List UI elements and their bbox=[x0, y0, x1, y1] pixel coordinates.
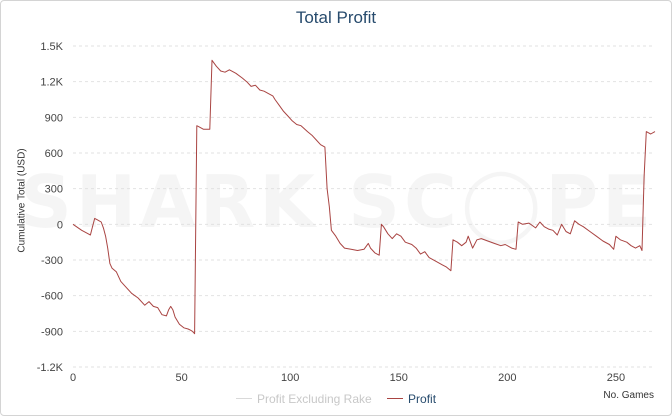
x-tick-label-4: 200 bbox=[498, 372, 516, 384]
x-tick-labels: 0 50 100 150 200 250 bbox=[70, 372, 625, 384]
y-tick-label-8: -900 bbox=[41, 326, 63, 338]
x-tick-label-3: 150 bbox=[390, 372, 408, 384]
y-tick-label-5: 0 bbox=[57, 219, 63, 231]
y-tick-label-2: 900 bbox=[45, 112, 63, 124]
grid-lines bbox=[73, 45, 655, 368]
y-tick-label-0: 1.5K bbox=[40, 41, 63, 53]
y-tick-label-6: -300 bbox=[41, 255, 63, 267]
y-tick-label-3: 600 bbox=[45, 148, 63, 160]
series-lines bbox=[72, 59, 656, 335]
x-tick-label-1: 50 bbox=[175, 372, 187, 384]
legend: Profit Excluding Rake Profit bbox=[0, 388, 672, 406]
x-tick-label-0: 0 bbox=[70, 372, 76, 384]
legend-label-profit-excluding-rake: Profit Excluding Rake bbox=[256, 391, 372, 406]
y-tick-label-7: -600 bbox=[41, 291, 63, 303]
sharkscope-watermark: SHARK SC◯PE bbox=[20, 160, 655, 244]
y-tick-label-4: 300 bbox=[45, 184, 63, 196]
x-tick-label-2: 100 bbox=[281, 372, 299, 384]
legend-label-profit: Profit bbox=[408, 391, 437, 406]
legend-swatch-profit bbox=[387, 398, 404, 399]
series-line-profit[interactable] bbox=[72, 59, 656, 335]
legend-item-profit[interactable]: Profit bbox=[387, 392, 436, 406]
x-axis-label: No. Games bbox=[603, 390, 654, 401]
legend-swatch-profit-excluding-rake bbox=[235, 398, 252, 399]
y-tick-label-9: -1.2K bbox=[37, 362, 64, 374]
legend-item-profit-excluding-rake[interactable]: Profit Excluding Rake bbox=[235, 391, 372, 406]
y-tick-label-1: 1.2K bbox=[40, 77, 63, 89]
chart-title: Total Profit bbox=[295, 8, 377, 27]
x-tick-label-5: 250 bbox=[607, 372, 625, 384]
y-tick-labels: 1.5K 1.2K 900 600 300 0 -300 -600 -900 -1.2K bbox=[37, 41, 64, 374]
